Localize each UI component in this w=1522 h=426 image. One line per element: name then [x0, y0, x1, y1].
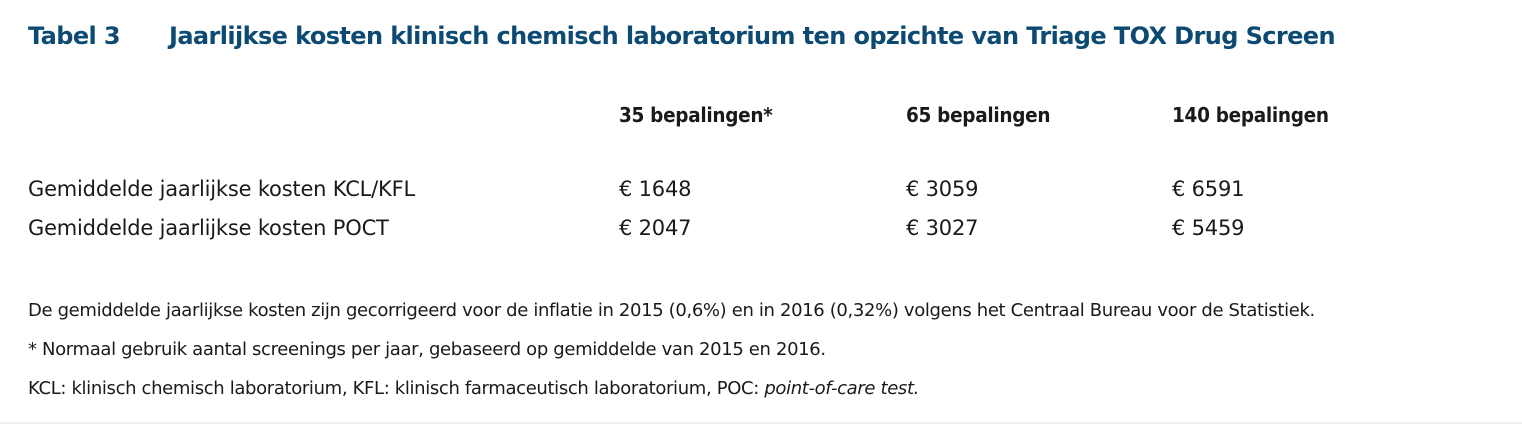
row-label: Gemiddelde jaarlijkse kosten KCL/KFL: [28, 177, 415, 201]
bottom-divider: [0, 422, 1522, 424]
column-header-65: 65 bepalingen: [906, 103, 1051, 127]
table-row: Gemiddelde jaarlijkse kosten POCT € 2047…: [0, 216, 1522, 246]
note-footnote: * Normaal gebruik aantal screenings per …: [28, 339, 826, 360]
note-inflation: De gemiddelde jaarlijkse kosten zijn gec…: [28, 300, 1315, 321]
note-abbreviations: KCL: klinisch chemisch laboratorium, KFL…: [28, 369, 1498, 408]
table-label: Tabel 3: [28, 22, 121, 50]
note-abbreviations-text: KCL: klinisch chemisch laboratorium, KFL…: [28, 378, 765, 399]
note-abbreviations-italic: point-of-care test.: [764, 378, 920, 399]
row-label: Gemiddelde jaarlijkse kosten POCT: [28, 216, 389, 240]
table-notes: De gemiddelde jaarlijkse kosten zijn gec…: [28, 291, 1498, 408]
column-header-35: 35 bepalingen*: [619, 103, 773, 127]
table-cell: € 2047: [619, 216, 692, 240]
table-row: Gemiddelde jaarlijkse kosten KCL/KFL € 1…: [0, 177, 1522, 207]
table-cell: € 1648: [619, 177, 692, 201]
table-cell: € 3059: [906, 177, 979, 201]
table-cell: € 3027: [906, 216, 979, 240]
table-cell: € 6591: [1172, 177, 1245, 201]
column-header-140: 140 bepalingen: [1172, 103, 1329, 127]
table-cell: € 5459: [1172, 216, 1245, 240]
table-title: Jaarlijkse kosten klinisch chemisch labo…: [169, 22, 1336, 50]
